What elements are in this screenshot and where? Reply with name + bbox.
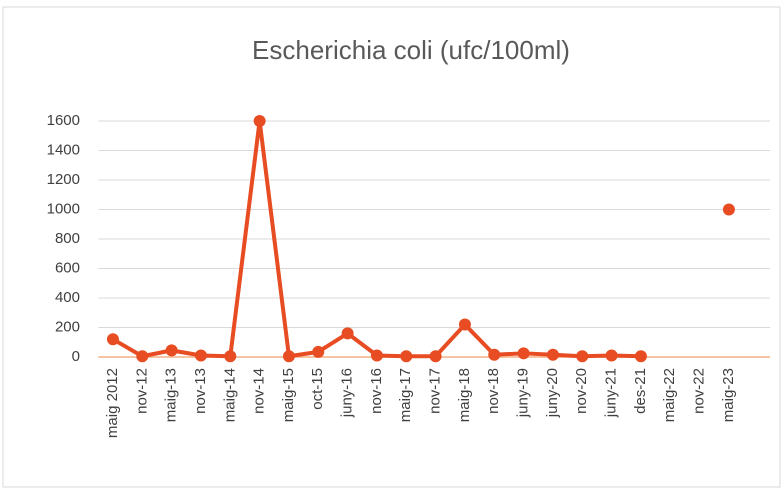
- x-tick-label: maig-18: [456, 368, 473, 422]
- x-tick-label: nov-16: [368, 368, 385, 414]
- point-marker: [312, 345, 325, 358]
- x-tick-label: juny-19: [515, 368, 532, 418]
- point-marker: [282, 350, 295, 363]
- y-tick-label: 800: [55, 230, 80, 247]
- x-tick-label: juny-21: [603, 368, 620, 418]
- point-marker: [605, 349, 618, 362]
- point-marker: [341, 327, 354, 340]
- x-tick-label: maig-13: [163, 368, 180, 422]
- point-marker: [106, 333, 119, 346]
- y-tick-label: 200: [55, 318, 80, 335]
- x-tick-label: maig-17: [397, 368, 414, 422]
- point-marker: [517, 347, 530, 360]
- point-marker: [429, 350, 442, 363]
- point-marker: [400, 350, 413, 363]
- y-tick-label: 600: [55, 259, 80, 276]
- x-tick-label: oct-15: [309, 368, 326, 410]
- point-marker: [458, 318, 471, 331]
- x-tick-label: nov-13: [192, 368, 209, 414]
- x-tick-label: maig-22: [661, 368, 678, 422]
- point-marker: [224, 350, 237, 363]
- x-tick-label: juny-20: [544, 368, 561, 418]
- point-marker: [546, 348, 559, 361]
- y-tick-label: 1400: [47, 141, 80, 158]
- x-tick-label: nov-14: [251, 368, 268, 414]
- x-tick-label: nov-17: [427, 368, 444, 414]
- chart-title: Escherichia coli (ufc/100ml): [252, 35, 570, 65]
- x-tick-label: nov-18: [485, 368, 502, 414]
- point-marker: [576, 350, 589, 363]
- x-tick-label: des-21: [632, 368, 649, 414]
- point-marker: [722, 203, 735, 216]
- x-tick-label: maig-23: [720, 368, 737, 422]
- x-tick-label: nov-22: [691, 368, 708, 414]
- x-tick-label: maig-14: [221, 368, 238, 422]
- x-tick-label: maig 2012: [104, 368, 121, 438]
- point-marker: [165, 344, 178, 357]
- x-tick-label: nov-20: [573, 368, 590, 414]
- point-marker: [136, 350, 149, 363]
- point-marker: [634, 350, 647, 363]
- x-tick-label: nov-12: [133, 368, 150, 414]
- x-tick-label: maig-15: [280, 368, 297, 422]
- chart-border: [2, 6, 781, 488]
- point-marker: [370, 349, 383, 362]
- point-marker: [194, 349, 207, 362]
- point-marker: [253, 115, 266, 127]
- x-tick-label: juny-16: [339, 368, 356, 418]
- y-tick-label: 1600: [47, 112, 80, 129]
- y-tick-label: 0: [72, 348, 80, 365]
- y-tick-label: 1200: [47, 171, 80, 188]
- y-tick-label: 400: [55, 289, 80, 306]
- point-marker: [488, 348, 501, 361]
- y-tick-label: 1000: [47, 200, 80, 217]
